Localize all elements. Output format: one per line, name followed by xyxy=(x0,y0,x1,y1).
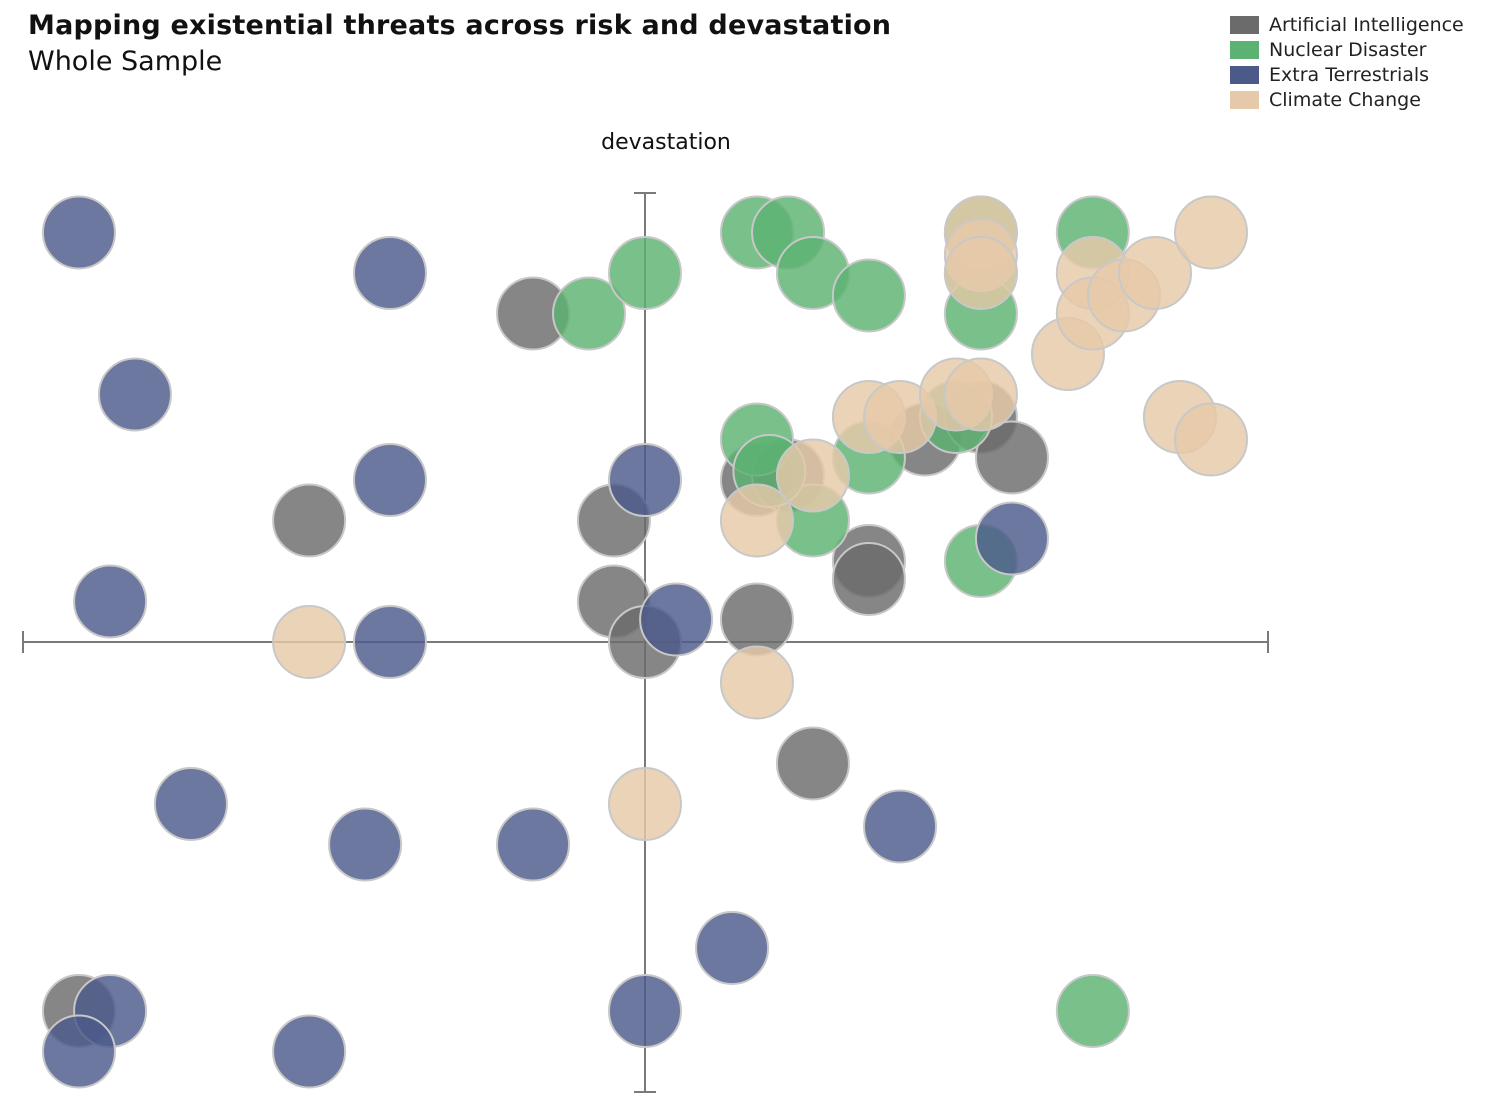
data-point-extra-terrestrials[interactable] xyxy=(153,767,228,841)
data-point-extra-terrestrials[interactable] xyxy=(328,807,403,882)
data-points xyxy=(41,195,1249,1089)
data-point-extra-terrestrials[interactable] xyxy=(272,1014,347,1089)
data-point-extra-terrestrials[interactable] xyxy=(639,582,714,657)
data-point-artificial-intelligence[interactable] xyxy=(831,542,906,616)
legend-item-nuclear-disaster[interactable]: Nuclear Disaster xyxy=(1230,37,1464,62)
data-point-extra-terrestrials[interactable] xyxy=(352,443,427,517)
legend-swatch xyxy=(1230,40,1259,59)
chart-title: Mapping existential threats across risk … xyxy=(28,10,892,41)
data-point-nuclear-disaster[interactable] xyxy=(831,258,906,333)
data-point-climate-change[interactable] xyxy=(775,438,850,513)
data-point-climate-change[interactable] xyxy=(1174,195,1249,270)
data-point-extra-terrestrials[interactable] xyxy=(352,605,427,679)
data-point-extra-terrestrials[interactable] xyxy=(974,501,1049,576)
legend-item-extra-terrestrials[interactable]: Extra Terrestrials xyxy=(1230,62,1464,87)
legend-label: Artificial Intelligence xyxy=(1269,13,1464,36)
legend-swatch xyxy=(1230,65,1259,84)
data-point-climate-change[interactable] xyxy=(943,357,1018,432)
data-point-extra-terrestrials[interactable] xyxy=(863,789,938,864)
data-point-artificial-intelligence[interactable] xyxy=(272,483,347,558)
data-point-nuclear-disaster[interactable] xyxy=(552,276,627,351)
data-point-extra-terrestrials[interactable] xyxy=(496,807,571,882)
data-point-artificial-intelligence[interactable] xyxy=(775,726,850,801)
legend-label: Nuclear Disaster xyxy=(1269,38,1427,61)
data-point-climate-change[interactable] xyxy=(1174,402,1249,477)
legend-swatch xyxy=(1230,15,1259,34)
data-point-climate-change[interactable] xyxy=(608,767,682,841)
data-point-nuclear-disaster[interactable] xyxy=(608,236,682,310)
data-point-extra-terrestrials[interactable] xyxy=(608,443,682,517)
legend-item-artificial-intelligence[interactable]: Artificial Intelligence xyxy=(1230,12,1464,37)
data-point-climate-change[interactable] xyxy=(719,645,794,720)
legend-swatch xyxy=(1230,90,1259,109)
y-axis-label: devastation xyxy=(601,130,731,155)
data-point-extra-terrestrials[interactable] xyxy=(73,564,148,639)
data-point-extra-terrestrials[interactable] xyxy=(97,357,172,432)
data-point-extra-terrestrials[interactable] xyxy=(608,974,682,1048)
legend-label: Extra Terrestrials xyxy=(1269,63,1430,86)
data-point-nuclear-disaster[interactable] xyxy=(1055,974,1130,1048)
legend: Artificial Intelligence Nuclear Disaster… xyxy=(1230,12,1464,112)
data-point-climate-change[interactable] xyxy=(1118,236,1193,310)
data-point-climate-change[interactable] xyxy=(943,236,1018,310)
data-point-extra-terrestrials[interactable] xyxy=(352,236,427,310)
data-point-extra-terrestrials[interactable] xyxy=(41,1014,116,1089)
data-point-extra-terrestrials[interactable] xyxy=(41,195,116,270)
data-point-climate-change[interactable] xyxy=(272,605,347,679)
legend-item-climate-change[interactable]: Climate Change xyxy=(1230,87,1464,112)
data-point-climate-change[interactable] xyxy=(719,483,794,558)
chart-subtitle: Whole Sample xyxy=(28,46,223,77)
data-point-extra-terrestrials[interactable] xyxy=(695,911,770,985)
data-point-artificial-intelligence[interactable] xyxy=(974,420,1049,495)
data-point-artificial-intelligence[interactable] xyxy=(719,582,794,657)
legend-label: Climate Change xyxy=(1269,88,1421,111)
